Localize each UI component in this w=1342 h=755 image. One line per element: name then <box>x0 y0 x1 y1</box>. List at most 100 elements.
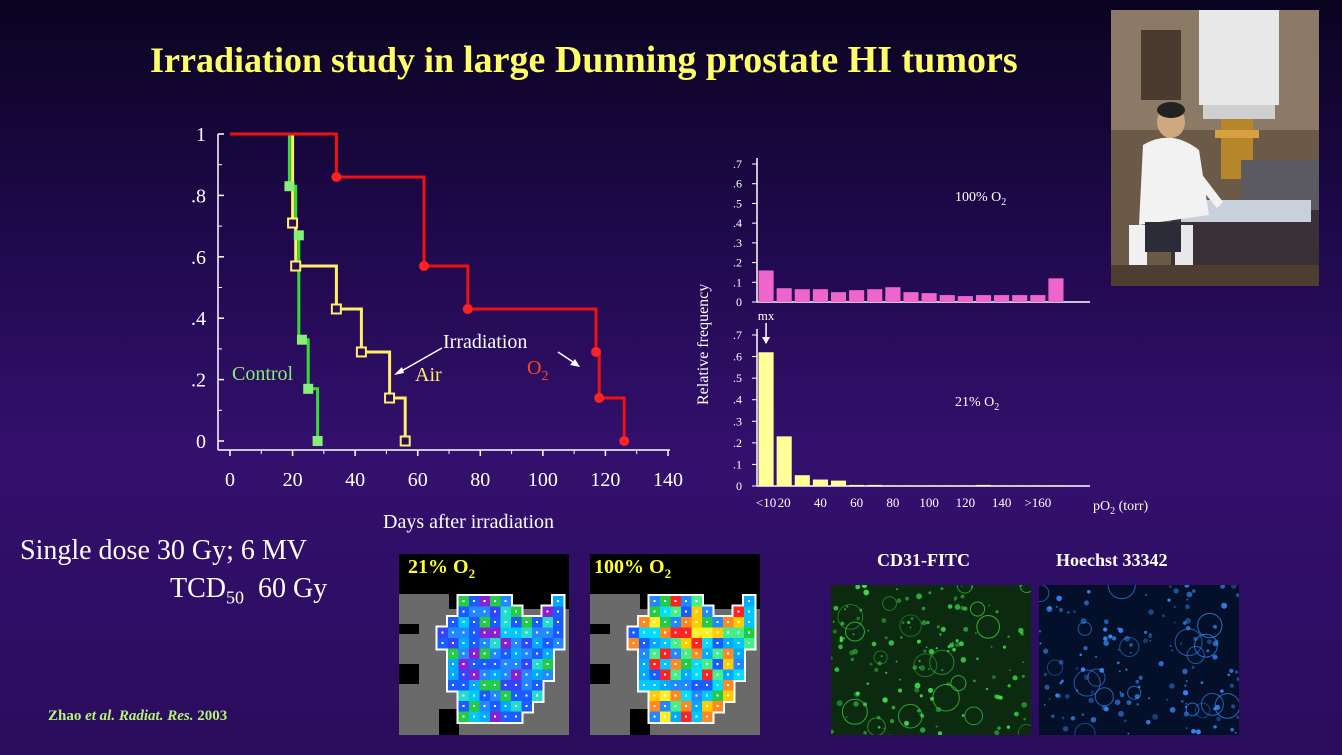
micro-speck <box>1234 731 1237 735</box>
point-o2 <box>594 393 605 404</box>
map-voxel-dot <box>462 621 465 623</box>
micro-cell <box>837 603 864 630</box>
micro-cell <box>867 717 886 735</box>
map-voxel-dot <box>473 684 475 686</box>
map-voxel-dot <box>727 673 729 676</box>
x-label-sub: 2 <box>1110 506 1115 517</box>
micro-speck <box>921 606 926 611</box>
map-voxel-dot <box>557 631 559 634</box>
map-voxel-dot <box>643 652 645 655</box>
hist-y-tick-label: .6 <box>733 350 742 364</box>
micro-speck <box>884 636 888 640</box>
panel-label-21-main: 21% O <box>955 395 994 410</box>
micro-speck <box>889 733 891 735</box>
map-voxel-dot <box>664 610 666 613</box>
map-voxel-dot <box>473 694 475 697</box>
micro-speck <box>1173 621 1176 624</box>
micro-speck <box>940 626 946 632</box>
micro-speck <box>1059 681 1063 685</box>
micro-speck <box>1191 589 1196 593</box>
y-tick-label: .4 <box>191 308 206 330</box>
map-voxel-dot <box>504 684 507 686</box>
map-voxel-dot <box>462 705 465 707</box>
micro-speck <box>1118 670 1121 673</box>
micro-cell <box>1194 702 1211 719</box>
marker-arrowhead <box>762 337 771 344</box>
map-voxel-dot <box>695 705 698 707</box>
point-air <box>384 392 396 404</box>
hist-bar <box>903 485 919 487</box>
map-voxel-dot <box>462 673 465 676</box>
micro-cell <box>1186 645 1205 665</box>
micro-speck <box>877 661 882 666</box>
map-voxel-dot <box>452 652 454 655</box>
map-voxel-dot <box>525 705 528 707</box>
micro-speck <box>1090 690 1094 694</box>
micro-cell <box>976 615 1000 639</box>
map-voxel-dot <box>632 631 635 634</box>
hist-y-tick-label: .4 <box>733 393 742 407</box>
micro-speck <box>1043 703 1046 706</box>
hist-x-tick-label: 100 <box>919 495 939 510</box>
micro-speck <box>888 640 895 646</box>
map-voxel-dot <box>452 663 454 665</box>
hist-x-tick-label: 20 <box>778 495 791 510</box>
hist-bar <box>1030 295 1046 302</box>
micro-cell <box>1185 702 1200 717</box>
map-voxel-dot <box>653 621 656 623</box>
map-voxel-dot <box>494 684 496 686</box>
x-tick-label: 120 <box>590 469 620 491</box>
irradiation-label: Irradiation <box>443 331 527 353</box>
micro-cell <box>841 698 868 725</box>
micro-speck <box>901 621 905 624</box>
point-o2 <box>619 436 630 446</box>
micro-speck <box>914 682 921 689</box>
hist-bar <box>957 296 973 302</box>
micro-speck <box>1185 604 1190 610</box>
micro-speck <box>1104 619 1109 625</box>
micro-cell <box>882 596 898 611</box>
micro-speck <box>961 585 963 587</box>
micro-speck <box>1127 732 1130 735</box>
micro-speck <box>1126 700 1132 706</box>
micro-speck <box>1117 648 1121 651</box>
map-voxel-dot <box>494 631 496 634</box>
map-voxel-dot <box>727 621 729 623</box>
map-voxel-dot <box>462 642 465 644</box>
map-voxel-dot <box>525 684 528 686</box>
map-voxel-dot <box>546 652 549 655</box>
micro-speck <box>987 604 991 607</box>
map-voxel-dot <box>685 621 687 623</box>
map-voxel-dot <box>473 663 475 665</box>
map-voxel-dot <box>674 621 677 623</box>
micro-speck <box>856 616 860 621</box>
map-voxel-dot <box>515 610 517 613</box>
micro-speck <box>1191 728 1196 734</box>
micro-speck <box>850 657 855 662</box>
micro-speck <box>919 694 923 698</box>
micro-speck <box>1220 689 1224 693</box>
map-voxel-dot <box>706 663 708 665</box>
map-voxel-dot <box>674 715 677 718</box>
map-voxel-dot <box>737 642 740 644</box>
map-voxel-dot <box>452 642 454 644</box>
map-voxel-dot <box>653 715 656 718</box>
micro-speck <box>949 642 955 648</box>
micro-speck <box>910 616 914 621</box>
citation: Zhao et al. Radiat. Res. 2003 <box>48 708 227 725</box>
hist-y-tick-label: 0 <box>736 295 742 309</box>
micro-speck <box>955 641 961 648</box>
map-label-100-sub: 2 <box>664 566 672 581</box>
micro-speck <box>1083 645 1088 651</box>
map-voxel-dot <box>504 600 507 602</box>
map-voxel-dot <box>515 705 517 707</box>
hist-bar <box>1012 485 1028 487</box>
hist-y-tick-label: .1 <box>733 275 742 289</box>
title-part-1: Irradiation study in <box>150 40 464 80</box>
micro-speck <box>1184 684 1187 687</box>
hist-bar <box>939 485 955 487</box>
micro-speck <box>1213 725 1217 729</box>
map-voxel-dot <box>462 631 465 634</box>
map-voxel-dot <box>653 705 656 707</box>
micro-speck <box>1012 675 1018 681</box>
